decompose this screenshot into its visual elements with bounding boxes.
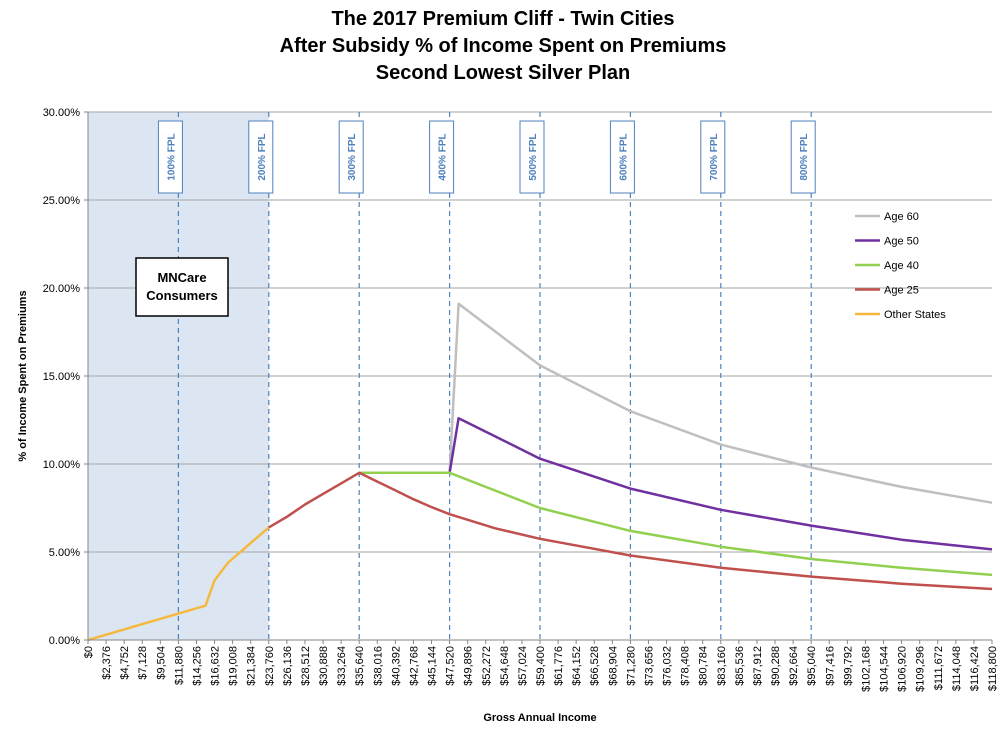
fpl-label-box [338,120,364,194]
x-tick-label: $54,648 [499,646,511,686]
x-tick-label: $83,160 [716,646,728,686]
x-tick-label: $97,416 [824,646,836,686]
fpl-label: 600% FPL [618,133,629,180]
x-tick-label: $49,896 [463,646,475,686]
x-tick-label: $116,424 [969,646,981,691]
x-tick-label: $73,656 [643,646,655,686]
title-line-1: The 2017 Premium Cliff - Twin Cities [331,8,675,30]
y-tick-label: 15.00% [43,371,81,383]
x-tick-label: $30,888 [318,646,330,686]
legend-label: Age 60 [884,211,919,223]
x-tick-label: $45,144 [427,646,439,686]
x-axis-title: Gross Annual Income [483,712,596,724]
x-tick-label: $59,400 [535,646,547,686]
x-tick-label: $9,504 [155,646,167,680]
x-tick-label: $4,752 [119,646,131,680]
x-tick-label: $64,152 [571,646,583,686]
x-tick-label: $66,528 [589,646,601,686]
fpl-label-box [790,120,816,194]
fpl-label: 100% FPL [166,133,177,180]
y-tick-label: 25.00% [43,195,81,207]
y-tick-label: 10.00% [43,459,81,471]
title-line-3: Second Lowest Silver Plan [375,62,631,84]
fpl-label: 800% FPL [799,133,810,180]
chart-title: The 2017 Premium Cliff - Twin Cities Aft… [0,6,1006,87]
x-tick-label: $114,048 [951,646,963,691]
x-tick-label: $23,760 [264,646,276,686]
fpl-label-box [248,120,274,194]
x-tick-label: $11,880 [173,646,185,685]
series-line-age-50 [359,416,993,551]
fpl-label: 300% FPL [347,133,358,180]
legend-label: Other States [884,309,946,321]
x-tick-label: $95,040 [806,646,818,686]
fpl-label-box [700,120,726,194]
x-tick-label: $28,512 [300,646,312,686]
fpl-label-box [157,120,183,194]
fpl-label: 500% FPL [528,133,539,180]
title-line-2: After Subsidy % of Income Spent on Premi… [279,35,727,57]
x-tick-label: $106,920 [897,646,909,692]
series-line-age-40 [359,471,993,577]
x-tick-label: $104,544 [879,646,891,692]
fpl-label-box [429,120,455,194]
legend-label: Age 40 [884,260,919,272]
y-tick-label: 30.00% [43,107,81,119]
x-tick-label: $47,520 [445,646,457,686]
x-tick-label: $76,032 [662,646,674,686]
y-tick-label: 5.00% [49,547,80,559]
fpl-label: 700% FPL [709,133,720,180]
x-tick-label: $21,384 [246,646,258,686]
fpl-label-box [519,120,545,194]
x-tick-label: $19,008 [228,646,240,686]
x-tick-label: $52,272 [481,646,493,686]
x-tick-label: $99,792 [842,646,854,686]
x-tick-label: $68,904 [607,646,619,686]
y-tick-label: 20.00% [43,283,81,295]
x-tick-label: $7,128 [137,646,149,680]
x-tick-label: $78,408 [680,646,692,686]
mncare-label-text: MNCare [157,270,206,285]
x-tick-label: $35,640 [354,646,366,686]
x-tick-label: $118,800 [987,646,999,691]
x-tick-label: $87,912 [752,646,764,686]
x-tick-label: $16,632 [210,646,222,686]
fpl-label-box [609,120,635,194]
x-tick-label: $2,376 [101,646,113,680]
x-tick-label: $26,136 [282,646,294,686]
x-tick-label: $92,664 [788,646,800,686]
series-line-age-25 [268,471,993,591]
x-tick-label: $42,768 [408,646,420,686]
x-tick-label: $33,264 [336,646,348,686]
x-tick-label: $90,288 [770,646,782,686]
x-tick-label: $80,784 [698,646,710,686]
x-tick-label: $61,776 [553,646,565,686]
mncare-label-text: Consumers [146,288,218,303]
x-tick-label: $85,536 [734,646,746,686]
x-tick-label: $109,296 [915,646,927,692]
legend-label: Age 50 [884,236,919,248]
legend-label: Age 25 [884,285,919,297]
series-line-age-60 [359,302,993,504]
fpl-label: 200% FPL [257,133,268,180]
y-tick-label: 0.00% [49,635,80,647]
x-tick-label: $71,280 [625,646,637,686]
x-tick-label: $102,168 [860,646,872,692]
x-tick-label: $38,016 [372,646,384,686]
y-axis-title: % of Income Spent on Premiums [17,290,29,461]
x-tick-label: $14,256 [191,646,203,686]
x-tick-label: $40,392 [390,646,402,686]
mncare-label-box [135,257,229,317]
x-tick-label: $0 [83,646,95,658]
x-tick-label: $57,024 [517,646,529,686]
series-line-other-states [87,526,270,642]
fpl-label: 400% FPL [438,133,449,180]
x-tick-label: $111,672 [933,646,945,690]
